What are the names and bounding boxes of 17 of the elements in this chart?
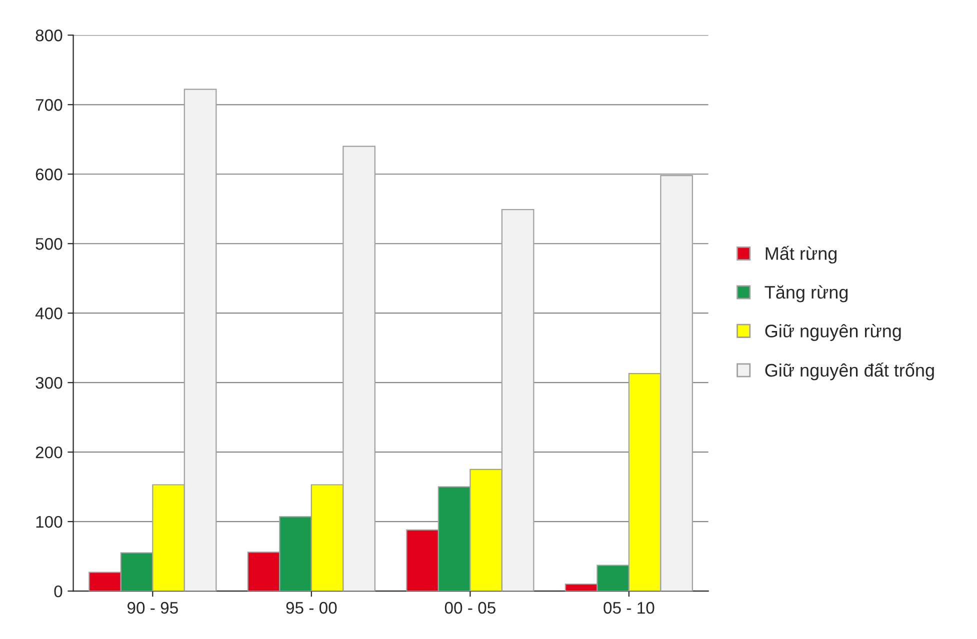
y-tick-label: 500 <box>36 238 62 250</box>
legend-label: Tăng rừng <box>764 285 848 302</box>
legend-label: Giữ nguyên đất trống <box>765 362 934 380</box>
x-tick-label: 95 - 00 <box>286 602 337 614</box>
y-tick-label: 300 <box>36 377 62 389</box>
y-tick-label: 100 <box>36 516 62 528</box>
x-tick-label: 00 - 05 <box>444 602 496 614</box>
y-tick-label: 0 <box>54 585 62 598</box>
x-tick-label: 90 - 95 <box>127 602 178 614</box>
y-tick-label: 400 <box>35 308 62 320</box>
x-tick-label: 05 - 10 <box>604 602 654 614</box>
y-tick-label: 200 <box>36 446 62 458</box>
legend-label: Mất rừng <box>766 246 836 264</box>
y-tick-label: 600 <box>36 168 62 180</box>
legend-label: Giữ nguyên rừng <box>765 324 901 341</box>
y-tick-label: 700 <box>36 99 62 111</box>
y-tick-label: 800 <box>36 30 62 42</box>
